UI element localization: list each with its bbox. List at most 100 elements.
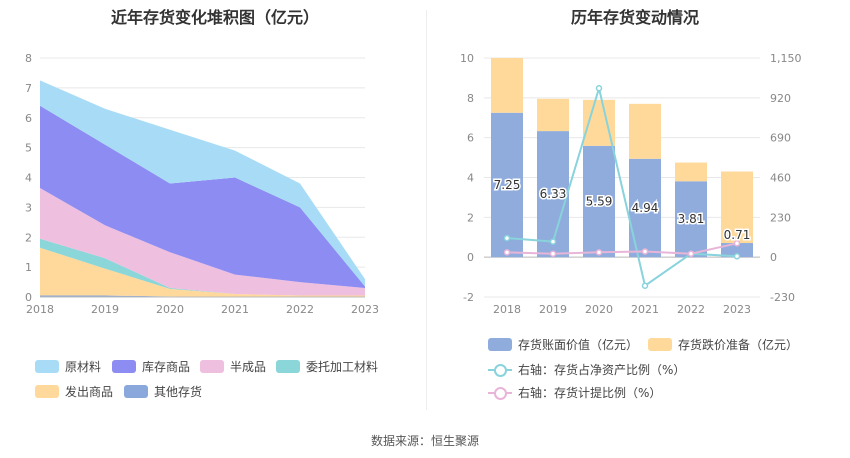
y2-tick-label: 0 <box>770 251 777 264</box>
legend-label: 库存商品 <box>142 360 191 374</box>
legend-label: 原材料 <box>65 360 102 374</box>
y-tick-label: 0 <box>25 291 32 304</box>
x-tick-label: 2020 <box>585 303 613 316</box>
x-tick-label: 2023 <box>351 303 379 316</box>
line-point <box>549 238 557 245</box>
y2-tick-label: 690 <box>770 132 791 145</box>
legend-item[interactable]: 存货账面价值（亿元） <box>488 336 638 353</box>
legend-swatch <box>200 360 224 373</box>
bar-存货跌价准备（亿元） <box>629 103 661 159</box>
y2-tick-label: 1,150 <box>770 52 802 65</box>
x-tick-label: 2023 <box>723 303 751 316</box>
bar-data-label: 7.25 <box>494 178 521 192</box>
y-tick-label: -2 <box>463 291 474 304</box>
bar-data-label: 5.59 <box>586 194 613 208</box>
legend-swatch <box>112 360 136 373</box>
line-point <box>687 250 695 257</box>
y-tick-label: 0 <box>467 251 474 264</box>
x-tick-label: 2020 <box>156 303 184 316</box>
legend-item[interactable]: 存货跌价准备（亿元） <box>648 336 798 353</box>
line-point <box>733 240 741 247</box>
legend-label: 委托加工材料 <box>306 360 379 374</box>
y-tick-label: 2 <box>467 211 474 224</box>
line-point <box>595 249 603 256</box>
right-bar-line-chart: -2 -230 0 0 2 230 4 460 6 690 8 920 10 1,150 7.25 6.33 5… <box>460 52 802 316</box>
line-右轴：存货计提比例（%） <box>506 242 738 255</box>
x-tick-label: 2018 <box>26 303 54 316</box>
legend-swatch <box>35 385 59 398</box>
bar-data-label: 3.81 <box>678 212 705 226</box>
legend-label: 其他存货 <box>154 385 203 399</box>
legend-swatch <box>648 338 672 351</box>
legend-swatch <box>276 360 300 373</box>
bar-存货账面价值（亿元） <box>583 145 615 258</box>
bar-data-label: 6.33 <box>540 187 567 201</box>
left-legend: 原材料 库存商品 半成品 委托加工材料发出商品 其他存货 <box>35 358 378 400</box>
legend-item[interactable]: 委托加工材料 <box>276 358 378 375</box>
x-tick-label: 2022 <box>677 303 705 316</box>
area-发出商品 <box>40 247 365 297</box>
bar-存货账面价值（亿元） <box>491 112 523 258</box>
legend-item[interactable]: 原材料 <box>35 358 101 375</box>
legend-label: 右轴：存货占净资产比例（%） <box>518 363 686 377</box>
legend-item[interactable]: 右轴：存货占净资产比例（%） <box>488 361 685 378</box>
bar-存货跌价准备（亿元） <box>721 171 753 244</box>
legend-item[interactable]: 其他存货 <box>124 383 202 400</box>
legend-swatch <box>124 385 148 398</box>
area-委托加工材料 <box>40 238 365 296</box>
x-tick-label: 2018 <box>493 303 521 316</box>
line-point <box>549 250 557 257</box>
legend-item[interactable]: 库存商品 <box>112 358 190 375</box>
legend-label: 存货账面价值（亿元） <box>518 338 639 352</box>
legend-swatch <box>488 386 512 400</box>
line-point <box>641 282 649 289</box>
legend-item[interactable]: 发出商品 <box>35 383 113 400</box>
y-tick-label: 2 <box>25 231 32 244</box>
bar-data-label: 0.71 <box>724 228 751 242</box>
line-右轴：存货占净资产比例（%） <box>506 84 738 288</box>
legend-item[interactable]: 半成品 <box>200 358 266 375</box>
bar-存货跌价准备（亿元） <box>491 58 523 113</box>
x-tick-label: 2021 <box>221 303 249 316</box>
line-point <box>503 234 511 242</box>
legend-label: 发出商品 <box>65 385 114 399</box>
bar-data-label: 4.94 <box>632 201 659 215</box>
bar-存货账面价值（亿元） <box>675 181 707 258</box>
y2-tick-label: -230 <box>770 291 795 304</box>
legend-label: 存货跌价准备（亿元） <box>678 338 799 352</box>
y-tick-label: 7 <box>25 82 32 95</box>
line-point <box>733 253 741 260</box>
y-tick-label: 6 <box>25 112 32 125</box>
bar-存货账面价值（亿元） <box>721 243 753 258</box>
legend-label: 半成品 <box>230 360 267 374</box>
legend-swatch <box>488 338 512 351</box>
x-tick-label: 2021 <box>631 303 659 316</box>
left-chart-title: 近年存货变化堆积图（亿元） <box>110 8 319 27</box>
area-库存商品 <box>40 105 365 288</box>
y2-tick-label: 230 <box>770 211 791 224</box>
bar-存货跌价准备（亿元） <box>537 98 569 132</box>
area-原材料 <box>40 80 365 287</box>
legend-item[interactable]: 右轴：存货计提比例（%） <box>488 384 661 401</box>
y-tick-label: 8 <box>467 92 474 105</box>
legend-swatch <box>35 360 59 373</box>
y-tick-label: 4 <box>25 172 32 185</box>
y-tick-label: 6 <box>467 132 474 145</box>
legend-swatch <box>488 363 512 377</box>
right-chart-title: 历年存货变动情况 <box>570 8 699 27</box>
y-tick-label: 8 <box>25 52 32 65</box>
y2-tick-label: 460 <box>770 172 791 185</box>
x-tick-label: 2022 <box>286 303 314 316</box>
line-point <box>641 248 649 255</box>
area-半成品 <box>40 188 365 296</box>
x-tick-label: 2019 <box>539 303 567 316</box>
y-tick-label: 1 <box>25 261 32 274</box>
data-source: 数据来源：恒生聚源 <box>370 434 479 448</box>
legend-label: 右轴：存货计提比例（%） <box>518 386 662 400</box>
y2-tick-label: 920 <box>770 92 791 105</box>
bar-存货账面价值（亿元） <box>537 131 569 258</box>
y-tick-label: 4 <box>467 172 474 185</box>
panel-divider <box>426 10 427 410</box>
line-point <box>595 85 603 92</box>
